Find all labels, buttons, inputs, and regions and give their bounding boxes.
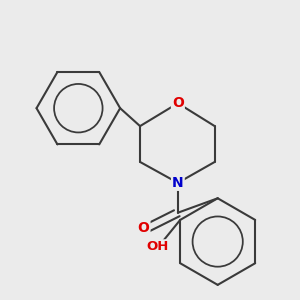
Text: OH: OH	[147, 240, 169, 253]
Text: O: O	[138, 220, 149, 235]
Text: N: N	[172, 176, 184, 190]
Text: O: O	[172, 96, 184, 110]
